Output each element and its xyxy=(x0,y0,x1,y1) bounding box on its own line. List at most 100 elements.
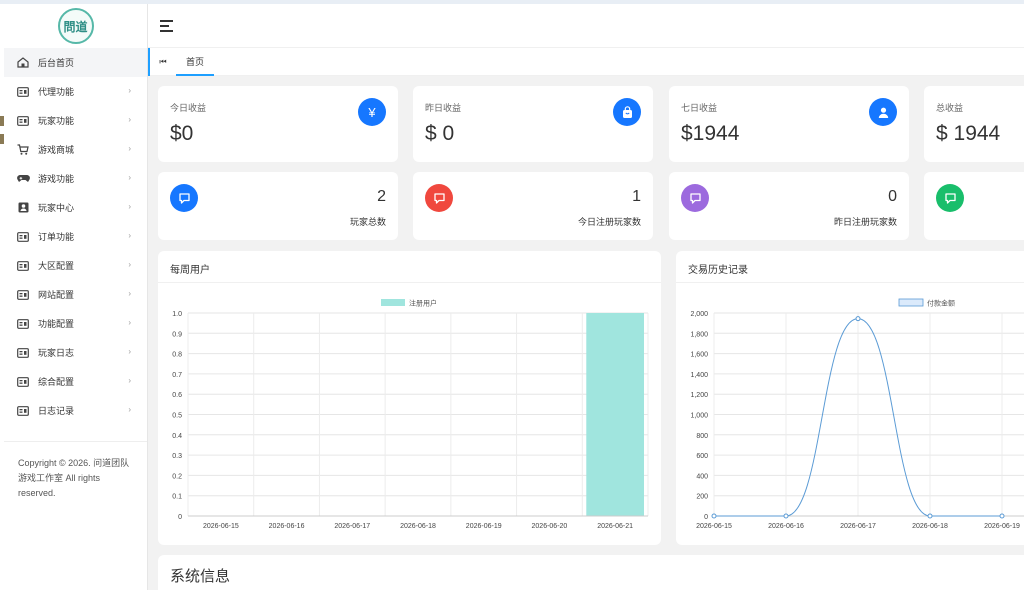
y-tick-label: 0.3 xyxy=(172,453,182,460)
user-card-icon xyxy=(16,201,30,215)
home-icon xyxy=(16,56,30,70)
logo[interactable]: 問道 xyxy=(57,8,94,44)
sidebar-item-1[interactable]: 代理功能 › xyxy=(4,77,147,106)
stat-card-yesterday: 昨日收益 $ 0 xyxy=(413,86,653,162)
sidebar-item-3[interactable]: 游戏商城 › xyxy=(4,135,147,164)
count-number: 2 xyxy=(377,188,386,205)
y-tick-label: 1,400 xyxy=(690,372,708,379)
sidebar-item-label: 功能配置 xyxy=(38,319,75,329)
chevron-right-icon: › xyxy=(128,231,131,240)
message-icon xyxy=(170,184,198,212)
bag-icon xyxy=(613,98,641,126)
count-number: 0 xyxy=(888,188,897,205)
sidebar-item-label: 玩家中心 xyxy=(38,203,75,213)
sidebar-item-label: 综合配置 xyxy=(38,377,75,387)
tab-scroll-left-button[interactable]: ⏮ xyxy=(148,48,176,76)
y-tick-label: 400 xyxy=(696,473,708,480)
cart-icon xyxy=(16,143,30,157)
chevron-right-icon: › xyxy=(128,115,131,124)
stat-label: 今日收益 xyxy=(170,103,207,113)
menu-toggle-icon[interactable] xyxy=(160,20,173,32)
y-tick-label: 0.8 xyxy=(172,352,182,359)
system-info-title: 系统信息 xyxy=(170,568,231,585)
chevron-right-icon: › xyxy=(128,144,131,153)
x-tick-label: 2026-06-15 xyxy=(203,523,239,530)
data-point xyxy=(711,513,717,519)
stat-label: 昨日收益 xyxy=(425,103,462,113)
message-icon xyxy=(681,184,709,212)
card-divider xyxy=(158,282,661,283)
count-label: 昨日注册玩家数 xyxy=(833,217,897,227)
sidebar-item-8[interactable]: 网站配置 › xyxy=(4,280,147,309)
left-edge-strip xyxy=(0,4,4,590)
x-tick-label: 2026-06-16 xyxy=(269,523,305,530)
system-info-card: 系统信息 xyxy=(158,555,1024,590)
chart-title: 交易历史记录 xyxy=(688,265,748,276)
x-tick-label: 2026-06-19 xyxy=(984,523,1020,530)
chevron-right-icon: › xyxy=(128,376,131,385)
data-point xyxy=(783,513,789,519)
sidebar-item-5[interactable]: 玩家中心 › xyxy=(4,193,147,222)
stat-value: $1944 xyxy=(681,122,740,145)
sidebar-item-11[interactable]: 综合配置 › xyxy=(4,367,147,396)
x-tick-label: 2026-06-21 xyxy=(597,523,633,530)
sidebar-item-label: 后台首页 xyxy=(38,58,75,68)
y-tick-label: 200 xyxy=(696,494,708,501)
y-tick-label: 0 xyxy=(704,514,708,521)
card-icon xyxy=(16,114,30,128)
sidebar-item-9[interactable]: 功能配置 › xyxy=(4,309,147,338)
weekly-users-card: 每周用户 注册用户 0 0.1 0.2 0.3 0.4 0.5 0.6 0.7 0.8 0.9 1.0… xyxy=(158,251,661,545)
y-tick-label: 1,800 xyxy=(690,331,708,338)
sidebar-item-label: 代理功能 xyxy=(38,87,75,97)
card-icon xyxy=(16,85,30,99)
data-point xyxy=(927,513,933,519)
sidebar-item-12[interactable]: 日志记录 › xyxy=(4,396,147,425)
y-tick-label: 0.1 xyxy=(172,494,182,501)
edge-mark xyxy=(0,134,4,144)
chevron-right-icon: › xyxy=(128,318,131,327)
sidebar-menu: 后台首页 代理功能 › 玩家功能 › 游戏商城 › 游戏功能 › 玩家中心 › 订单功能 › 大区配置 › 网… xyxy=(4,48,147,425)
tab-bar: ⏮ 首页 xyxy=(148,48,1024,76)
y-tick-label: 0.2 xyxy=(172,473,182,480)
chevron-right-icon: › xyxy=(128,289,131,298)
sidebar-item-2[interactable]: 玩家功能 › xyxy=(4,106,147,135)
sidebar-divider xyxy=(4,441,147,442)
legend-swatch xyxy=(381,299,405,306)
user-icon xyxy=(869,98,897,126)
count-label: 今日注册玩家数 xyxy=(577,217,641,227)
x-tick-label: 2026-06-17 xyxy=(334,523,370,530)
card-icon xyxy=(16,288,30,302)
bar xyxy=(586,313,644,516)
sidebar-item-10[interactable]: 玩家日志 › xyxy=(4,338,147,367)
sidebar-item-6[interactable]: 订单功能 › xyxy=(4,222,147,251)
x-tick-label: 2026-06-16 xyxy=(768,523,804,530)
card-icon xyxy=(16,230,30,244)
card-icon xyxy=(16,375,30,389)
legend-swatch xyxy=(898,298,924,307)
sidebar-item-label: 游戏商城 xyxy=(38,145,75,155)
y-tick-label: 1,000 xyxy=(690,413,708,420)
chevron-right-icon: › xyxy=(128,405,131,414)
top-strip xyxy=(0,0,1024,4)
sidebar-item-7[interactable]: 大区配置 › xyxy=(4,251,147,280)
y-tick-label: 0.6 xyxy=(172,392,182,399)
count-number: 1 xyxy=(632,188,641,205)
y-tick-label: 1.0 xyxy=(172,311,182,318)
y-tick-label: 2,000 xyxy=(690,311,708,318)
sidebar-item-label: 大区配置 xyxy=(38,261,75,271)
y-tick-label: 600 xyxy=(696,453,708,460)
x-tick-label: 2026-06-17 xyxy=(840,523,876,530)
count-label: 玩家总数 xyxy=(349,217,386,227)
stat-value: $ 0 xyxy=(425,122,455,145)
y-tick-label: 1,600 xyxy=(690,352,708,359)
sidebar-item-label: 网站配置 xyxy=(38,290,75,300)
top-header xyxy=(148,4,1024,48)
sidebar-item-0[interactable]: 后台首页 xyxy=(4,48,147,77)
sidebar-item-4[interactable]: 游戏功能 › xyxy=(4,164,147,193)
tab-home[interactable]: 首页 xyxy=(176,48,215,76)
chevron-right-icon: › xyxy=(128,347,131,356)
y-tick-label: 0 xyxy=(178,514,182,521)
stat-value: $0 xyxy=(170,122,194,145)
legend-label: 付款金额 xyxy=(927,299,955,308)
count-card-today-registered: 1 今日注册玩家数 xyxy=(413,172,653,240)
